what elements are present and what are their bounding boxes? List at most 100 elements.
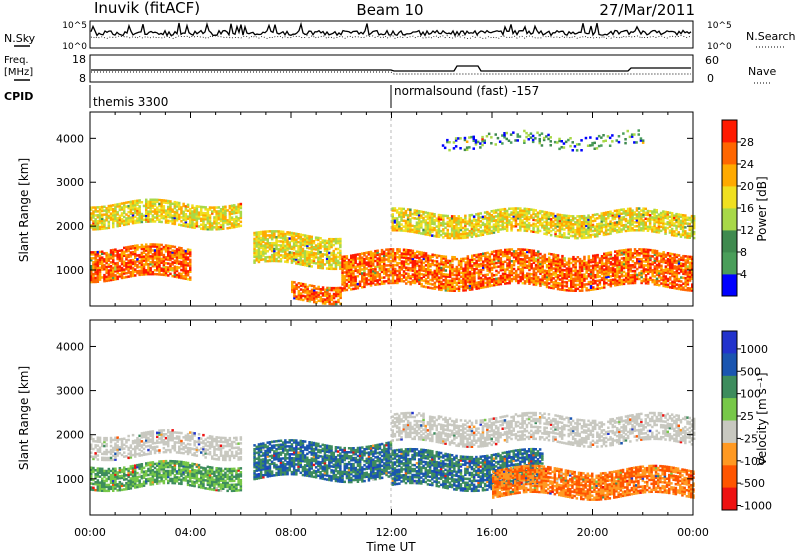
- echo-cell: [625, 252, 628, 256]
- echo-cell: [565, 267, 569, 270]
- echo-cell: [449, 263, 452, 267]
- echo-cell: [521, 219, 524, 222]
- echo-cell: [543, 220, 546, 224]
- echo-cell: [156, 259, 159, 262]
- echo-cell: [127, 275, 130, 278]
- echo-cell: [184, 269, 188, 273]
- echo-cell: [387, 248, 390, 251]
- echo-cell: [497, 228, 500, 232]
- echo-cell: [438, 266, 441, 269]
- echo-cell: [160, 251, 163, 255]
- echo-cell: [556, 270, 560, 273]
- echo-cell: [398, 269, 401, 273]
- echo-cell: [431, 273, 434, 276]
- echo-cell: [94, 208, 97, 211]
- echo-cell: [449, 285, 452, 288]
- echo-cell: [475, 287, 478, 290]
- echo-cell: [101, 252, 104, 255]
- echo-cell: [334, 259, 338, 263]
- echo-cell: [118, 222, 122, 225]
- echo-cell: [490, 266, 494, 270]
- echo-cell: [607, 265, 610, 268]
- echo-cell: [429, 268, 432, 272]
- echo-cell: [422, 255, 426, 259]
- echo-cell: [427, 264, 430, 267]
- echo-cell: [527, 227, 531, 231]
- echo-cell: [98, 217, 102, 221]
- echo-cell: [393, 217, 397, 220]
- echo-cell: [477, 230, 480, 233]
- echo-cell: [488, 222, 491, 225]
- echo-cell: [490, 214, 493, 217]
- echo-cell: [195, 205, 199, 208]
- echo-cell: [532, 259, 536, 262]
- echo-cell: [204, 208, 207, 211]
- echo-cell: [321, 294, 325, 297]
- echo-cell: [528, 268, 531, 272]
- echo-cell: [594, 266, 597, 269]
- echo-cell: [664, 277, 668, 280]
- echo-cell: [239, 214, 243, 218]
- echo-cell: [134, 209, 137, 213]
- echo-cell: [585, 269, 588, 272]
- echo-cell: [200, 223, 203, 226]
- echo-cell: [235, 207, 238, 211]
- echo-cell: [547, 221, 551, 225]
- echo-cell: [369, 270, 373, 273]
- echo-cell: [459, 217, 463, 220]
- echo-cell: [574, 269, 577, 273]
- echo-cell: [475, 265, 478, 269]
- echo-cell: [647, 278, 650, 281]
- echo-cell: [328, 245, 331, 249]
- echo-cell: [642, 252, 646, 255]
- echo-cell: [107, 277, 111, 280]
- echo-cell: [589, 258, 593, 262]
- echo-cell: [404, 223, 408, 227]
- echo-cell: [156, 212, 159, 215]
- echo-cell: [409, 261, 412, 264]
- echo-cell: [293, 291, 296, 294]
- echo-cell: [297, 282, 301, 285]
- echo-cell: [380, 260, 384, 264]
- echo-cell: [574, 285, 577, 289]
- echo-cell: [330, 267, 333, 271]
- echo-cell: [515, 269, 518, 273]
- echo-cell: [114, 205, 117, 209]
- echo-cell: [554, 232, 557, 236]
- echo-cell: [325, 253, 329, 256]
- echo-cell: [625, 264, 628, 267]
- echo-cell: [567, 269, 571, 272]
- echo-cell: [123, 215, 126, 219]
- echo-cell: [134, 250, 137, 253]
- echo-cell: [589, 288, 593, 291]
- echo-cell: [541, 276, 544, 280]
- echo-cell: [323, 263, 327, 266]
- echo-cell: [429, 282, 432, 286]
- echo-cell: [550, 276, 553, 280]
- echo-cell: [297, 244, 300, 248]
- echo-cell: [164, 211, 168, 214]
- echo-cell: [428, 233, 432, 237]
- echo-cell: [427, 276, 430, 279]
- echo-cell: [317, 252, 320, 255]
- echo-cell: [297, 254, 300, 258]
- echo-cell: [328, 243, 331, 247]
- echo-cell: [409, 218, 412, 221]
- echo-cell: [514, 207, 518, 210]
- echo-cell: [112, 212, 115, 215]
- echo-cell: [488, 216, 491, 219]
- echo-cell: [136, 254, 139, 257]
- echo-cell: [138, 209, 141, 212]
- echo-cell: [299, 249, 302, 252]
- echo-cell: [398, 229, 401, 232]
- echo-cell: [576, 236, 579, 240]
- echo-cell: [145, 271, 148, 274]
- echo-cell: [92, 214, 95, 217]
- echo-cell: [475, 271, 478, 275]
- echo-cell: [428, 226, 432, 229]
- echo-cell: [479, 212, 482, 215]
- echo-cell: [328, 255, 331, 259]
- echo-cell: [503, 221, 507, 225]
- echo-cell: [361, 268, 364, 271]
- echo-cell: [503, 227, 507, 231]
